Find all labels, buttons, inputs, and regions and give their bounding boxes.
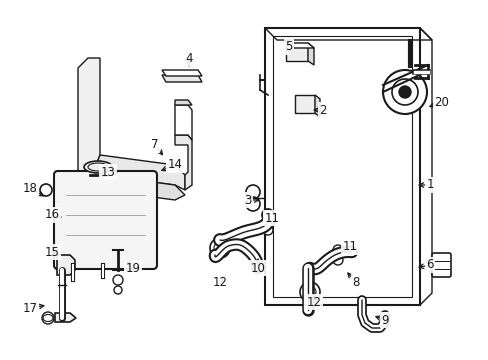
Polygon shape: [175, 135, 192, 190]
Polygon shape: [162, 70, 202, 76]
Polygon shape: [294, 95, 314, 113]
Text: 12: 12: [306, 296, 321, 309]
Text: 1: 1: [426, 179, 433, 192]
Text: 11: 11: [264, 211, 279, 225]
Text: 4: 4: [185, 51, 192, 64]
Polygon shape: [285, 43, 313, 48]
Text: 15: 15: [44, 246, 60, 258]
Text: 13: 13: [101, 166, 115, 179]
Polygon shape: [162, 75, 202, 82]
Circle shape: [245, 197, 260, 211]
Text: 18: 18: [22, 181, 38, 194]
Circle shape: [209, 238, 229, 258]
Circle shape: [263, 225, 272, 235]
Text: 11: 11: [342, 240, 357, 253]
Circle shape: [42, 312, 54, 324]
Text: 10: 10: [250, 261, 265, 274]
Text: 16: 16: [44, 208, 60, 221]
Text: 6: 6: [426, 258, 433, 271]
Circle shape: [332, 255, 342, 265]
FancyBboxPatch shape: [54, 171, 157, 269]
Circle shape: [398, 86, 410, 98]
Text: 19: 19: [125, 261, 140, 274]
Circle shape: [245, 185, 260, 199]
Text: 7: 7: [151, 139, 159, 152]
Polygon shape: [78, 58, 100, 175]
Circle shape: [263, 215, 272, 225]
Text: 9: 9: [381, 314, 388, 327]
Polygon shape: [55, 313, 76, 322]
Polygon shape: [175, 105, 192, 140]
Text: 17: 17: [22, 302, 38, 315]
Text: 5: 5: [285, 40, 292, 54]
Text: 8: 8: [351, 275, 359, 288]
Text: 3: 3: [244, 194, 251, 207]
Text: 12: 12: [212, 276, 227, 289]
Polygon shape: [285, 43, 307, 61]
Text: 2: 2: [319, 104, 326, 117]
Circle shape: [40, 184, 52, 196]
Polygon shape: [82, 175, 184, 200]
Polygon shape: [307, 43, 313, 65]
Circle shape: [332, 245, 342, 255]
Polygon shape: [314, 95, 319, 117]
Polygon shape: [57, 255, 75, 275]
Circle shape: [113, 275, 123, 285]
FancyBboxPatch shape: [431, 253, 450, 277]
Text: 14: 14: [167, 158, 182, 171]
Circle shape: [382, 70, 426, 114]
Text: 20: 20: [434, 95, 448, 108]
Circle shape: [299, 282, 319, 302]
Polygon shape: [78, 155, 184, 190]
Polygon shape: [175, 100, 192, 105]
Ellipse shape: [84, 161, 112, 173]
Circle shape: [114, 286, 122, 294]
